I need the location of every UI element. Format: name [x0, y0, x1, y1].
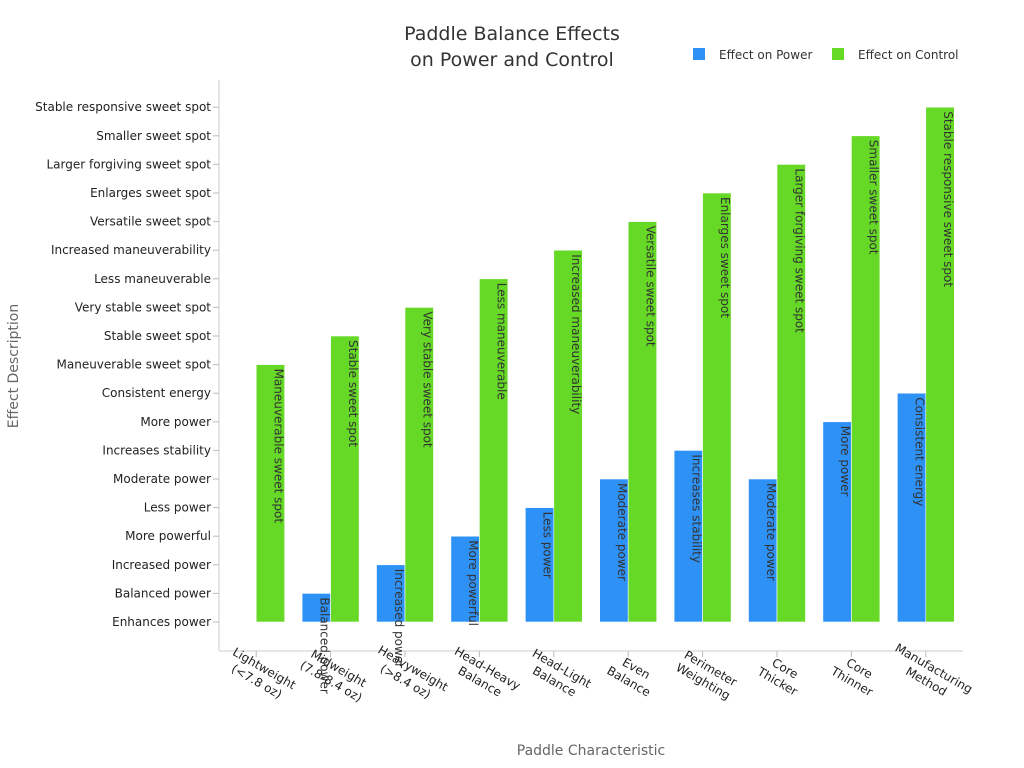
- bar-control-7-label: Larger forgiving sweet spot: [792, 168, 806, 333]
- y-tick-label: Less power: [144, 501, 211, 515]
- y-tick-label: Larger forgiving sweet spot: [47, 157, 212, 171]
- bar-control-5-label: Versatile sweet spot: [643, 226, 657, 347]
- y-axis-label: Effect Description: [6, 304, 22, 428]
- bar-power-4-label: Less power: [541, 512, 555, 579]
- legend-label-control: Effect on Control: [858, 48, 959, 62]
- x-tick-label-2: Heavyweight(>8.4 oz): [368, 643, 451, 707]
- bar-control-8-label: Smaller sweet spot: [867, 140, 881, 255]
- x-tick-label-4: Head-LightBalance: [522, 646, 594, 704]
- bar-control-6-label: Enlarges sweet spot: [718, 197, 732, 318]
- bar-control-5: [627, 221, 658, 623]
- bar-control-1-label: Stable sweet spot: [346, 340, 360, 447]
- bar-power-3-label: More powerful: [466, 540, 480, 626]
- bar-power-8-label: More power: [838, 426, 852, 497]
- y-tick-label: Enhances power: [112, 615, 211, 629]
- bar-control-6: [702, 192, 732, 623]
- bar-power-9: [896, 392, 927, 623]
- y-tick-label: Maneuverable sweet spot: [57, 358, 212, 372]
- legend-swatch-control: [832, 48, 844, 60]
- y-tick-label: Increased maneuverability: [51, 243, 211, 257]
- y-tick-label: More powerful: [125, 529, 211, 543]
- bar-control-0: [255, 364, 286, 623]
- bar-power-5: [599, 478, 629, 623]
- bar-control-3: [479, 278, 509, 623]
- legend-swatch-power: [693, 48, 705, 60]
- bar-power-5-label: Moderate power: [615, 483, 629, 581]
- y-tick-label: Balanced power: [115, 586, 211, 600]
- x-tick-label-3: Head-HeavyBalance: [444, 644, 522, 706]
- bar-control-0-label: Maneuverable sweet spot: [271, 369, 285, 524]
- bar-control-9-label: Stable responsive sweet spot: [941, 111, 955, 287]
- bar-power-8: [822, 421, 852, 623]
- x-axis-label: Paddle Characteristic: [517, 743, 666, 759]
- bar-power-2: [376, 564, 406, 623]
- y-tick-label: Less maneuverable: [94, 272, 211, 286]
- bar-power-1-label: Balanced power: [317, 597, 331, 693]
- chart-title-line-2: on Power and Control: [410, 49, 614, 71]
- x-tick-label-8: CoreThinner: [828, 651, 883, 700]
- x-tick-label-6: PerimeterWeighting: [673, 647, 740, 702]
- bar-power-7-label: Moderate power: [764, 483, 778, 581]
- bar-control-4: [553, 249, 583, 623]
- y-tick-label: More power: [140, 415, 211, 429]
- y-tick-label: Increases stability: [102, 443, 211, 457]
- bars: Maneuverable sweet spot Balanced power Sta…: [255, 106, 955, 694]
- bar-power-6-label: Increases stability: [689, 454, 703, 563]
- bar-control-8: [851, 135, 881, 623]
- bar-power-4: [524, 507, 555, 623]
- bar-control-2-label: Very stable sweet spot: [420, 311, 434, 448]
- x-tick-label-5: EvenBalance: [604, 651, 660, 700]
- legend-label-power: Effect on Power: [719, 48, 812, 62]
- y-tick-label: Moderate power: [113, 472, 211, 486]
- bar-power-2-label: Increased power: [392, 569, 406, 668]
- y-tick-label: Stable sweet spot: [104, 329, 211, 343]
- bar-control-4-label: Increased maneuverability: [569, 254, 583, 414]
- bar-power-6: [673, 450, 703, 623]
- x-tick-label-1: Midweight(7.8-8.4 oz): [298, 645, 373, 705]
- bar-control-9: [925, 106, 955, 623]
- chart-title-line-1: Paddle Balance Effects: [404, 23, 620, 45]
- bar-control-1: [330, 335, 360, 623]
- y-tick-label: Stable responsive sweet spot: [35, 100, 211, 114]
- y-tick-label: Versatile sweet spot: [90, 215, 211, 229]
- x-tick-label-7: CoreThicker: [754, 651, 807, 699]
- y-tick-label: Very stable sweet spot: [75, 300, 212, 314]
- y-tick-label: Consistent energy: [102, 386, 211, 400]
- y-tick-label: Increased power: [112, 558, 211, 572]
- y-tick-label: Smaller sweet spot: [96, 129, 211, 143]
- bar-power-9-label: Consistent energy: [913, 397, 927, 506]
- bar-control-7: [776, 164, 806, 623]
- legend: Effect on Power Effect on Control: [693, 48, 959, 62]
- y-tick-label: Enlarges sweet spot: [90, 186, 211, 200]
- bar-control-2: [404, 307, 434, 623]
- bar-control-3-label: Less maneuverable: [495, 283, 509, 400]
- x-tick-label-0: Lightweight(<7.8 oz): [223, 645, 299, 705]
- y-ticks: Enhances power Balanced power Increased po…: [35, 100, 219, 629]
